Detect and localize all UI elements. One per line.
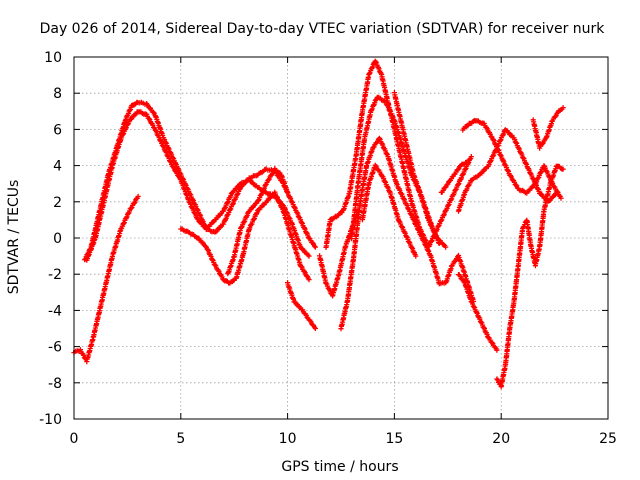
x-tick-label: 5	[176, 431, 185, 447]
chart-title: Day 026 of 2014, Sidereal Day-to-day VTE…	[40, 21, 606, 37]
axis-ticks: 0 5 10 15 20 25 -10 -8 -6 -4 -2 0 2 4 6 8 10	[39, 50, 617, 447]
series-track-18	[530, 105, 566, 151]
series-track-4	[178, 189, 312, 286]
y-axis-label: SDTVAR / TECUs	[6, 180, 22, 295]
x-tick-label: 15	[385, 431, 403, 447]
y-tick-label: -8	[48, 376, 62, 392]
data-point-markers	[225, 166, 291, 277]
y-tick-label: 10	[44, 50, 62, 66]
data-point-markers	[359, 162, 419, 259]
x-tick-label: 25	[599, 431, 617, 447]
series-track-17	[494, 163, 566, 390]
x-tick-label: 10	[279, 431, 297, 447]
series-track-11	[359, 162, 419, 259]
data-point-markers	[178, 189, 312, 286]
series-track-10	[338, 135, 476, 332]
series-track-16	[455, 272, 500, 353]
x-tick-label: 20	[492, 431, 510, 447]
data-marks	[71, 58, 566, 390]
data-point-markers	[84, 109, 312, 263]
data-point-markers	[438, 159, 470, 195]
series-track-6	[285, 280, 318, 332]
y-tick-label: -10	[39, 412, 62, 428]
y-tick-label: 0	[53, 231, 62, 247]
series-track-12	[391, 90, 442, 246]
y-tick-label: -4	[48, 303, 62, 319]
series-track-14	[455, 127, 560, 214]
x-axis-label: GPS time / hours	[281, 459, 398, 475]
series-track-2	[84, 109, 312, 263]
y-tick-label: 2	[53, 195, 62, 211]
series-track-13	[438, 159, 470, 195]
y-tick-label: -2	[48, 267, 62, 283]
y-tick-label: 6	[53, 122, 62, 138]
y-tick-label: 8	[53, 86, 62, 102]
data-point-markers	[530, 105, 566, 151]
data-point-markers	[494, 163, 566, 390]
data-point-markers	[391, 90, 442, 246]
data-point-markers	[455, 127, 560, 214]
data-point-markers	[455, 272, 500, 353]
y-tick-label: -6	[48, 340, 62, 356]
x-tick-label: 0	[70, 431, 79, 447]
series-track-5	[225, 166, 291, 277]
data-point-markers	[285, 280, 318, 332]
y-tick-label: 4	[53, 159, 62, 175]
data-point-markers	[338, 135, 476, 332]
